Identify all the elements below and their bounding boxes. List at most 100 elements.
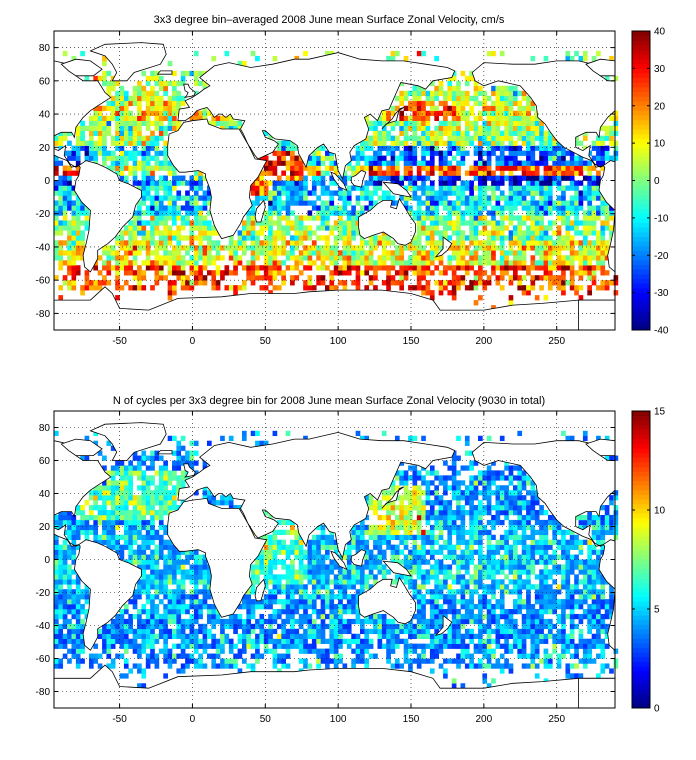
data-cell <box>141 185 147 191</box>
data-cell <box>71 643 77 649</box>
data-cell <box>132 175 138 181</box>
data-cell <box>167 255 173 261</box>
data-cell <box>137 609 142 615</box>
data-cell <box>80 140 85 146</box>
data-cell <box>281 270 286 276</box>
data-cell <box>499 594 505 600</box>
data-cell <box>517 609 523 615</box>
data-cell <box>386 235 391 241</box>
data-cell <box>176 195 182 201</box>
data-cell <box>58 185 64 191</box>
data-cell <box>399 90 405 97</box>
data-cell <box>582 663 588 669</box>
data-cell <box>115 240 120 246</box>
data-cell <box>412 633 418 639</box>
data-cell <box>530 175 536 181</box>
data-cell <box>429 230 435 236</box>
data-cell <box>263 265 269 271</box>
data-cell <box>329 648 335 654</box>
data-cell <box>307 285 313 291</box>
data-cell <box>495 125 501 131</box>
data-cell <box>539 220 544 226</box>
data-cell <box>508 145 514 151</box>
data-cell <box>425 95 431 102</box>
data-cell <box>342 255 348 261</box>
data-cell <box>193 579 199 585</box>
data-cell <box>132 648 138 654</box>
data-cell <box>281 180 286 186</box>
data-cell <box>604 599 610 605</box>
data-cell <box>381 613 387 620</box>
data-cell <box>600 140 606 146</box>
data-cell <box>54 210 59 216</box>
data-cell <box>176 584 182 590</box>
data-cell <box>311 240 317 246</box>
data-cell <box>132 95 138 102</box>
data-cell <box>482 165 488 171</box>
data-cell <box>561 260 566 266</box>
data-cell <box>495 633 501 639</box>
data-cell <box>307 628 313 635</box>
data-cell <box>163 613 168 620</box>
data-cell <box>172 120 177 126</box>
data-cell <box>412 623 418 630</box>
data-cell <box>158 235 164 241</box>
data-cell <box>565 55 571 62</box>
data-cell <box>517 250 523 256</box>
data-cell <box>517 599 523 605</box>
data-cell <box>443 594 448 600</box>
data-cell <box>268 638 273 644</box>
data-cell <box>115 145 120 151</box>
data-cell <box>429 150 435 156</box>
data-cell <box>193 175 199 181</box>
data-cell <box>202 589 208 595</box>
data-cell <box>504 105 509 112</box>
data-cell <box>443 165 448 171</box>
data-cell <box>110 115 116 121</box>
data-cell <box>316 265 321 271</box>
data-cell <box>543 584 549 590</box>
data-cell <box>425 255 431 261</box>
data-cell <box>473 220 479 226</box>
data-cell <box>128 628 133 635</box>
colorbar-segment <box>632 68 650 74</box>
data-cell <box>521 190 527 196</box>
data-cell <box>224 638 230 644</box>
data-cell <box>574 165 579 171</box>
data-cell <box>119 240 125 246</box>
data-cell <box>438 584 444 590</box>
data-cell <box>123 240 129 246</box>
data-cell <box>412 594 418 600</box>
data-cell <box>167 604 173 610</box>
data-cell <box>491 135 496 141</box>
data-cell <box>429 618 435 625</box>
data-cell <box>526 623 531 630</box>
data-cell <box>438 633 444 639</box>
data-cell <box>565 175 571 181</box>
data-cell <box>521 220 527 226</box>
data-cell <box>543 250 549 256</box>
data-cell <box>609 155 614 161</box>
data-cell <box>351 185 356 191</box>
data-cell <box>97 120 103 126</box>
data-cell <box>250 265 256 271</box>
data-cell <box>539 265 544 271</box>
antarctica-landmass <box>578 299 615 330</box>
data-cell <box>443 579 448 585</box>
data-cell <box>158 150 164 156</box>
data-cell <box>456 120 461 126</box>
data-cell <box>556 613 562 620</box>
data-cell <box>521 105 527 112</box>
data-cell <box>451 140 457 146</box>
data-cell <box>233 653 238 659</box>
data-cell <box>499 130 505 136</box>
data-cell <box>578 618 584 625</box>
data-cell <box>128 599 133 605</box>
data-cell <box>582 579 588 585</box>
data-cell <box>447 125 453 131</box>
data-cell <box>303 235 308 241</box>
y-tick-label: 0 <box>44 176 50 187</box>
data-cell <box>469 105 474 112</box>
data-cell <box>547 633 553 639</box>
data-cell <box>276 623 282 630</box>
